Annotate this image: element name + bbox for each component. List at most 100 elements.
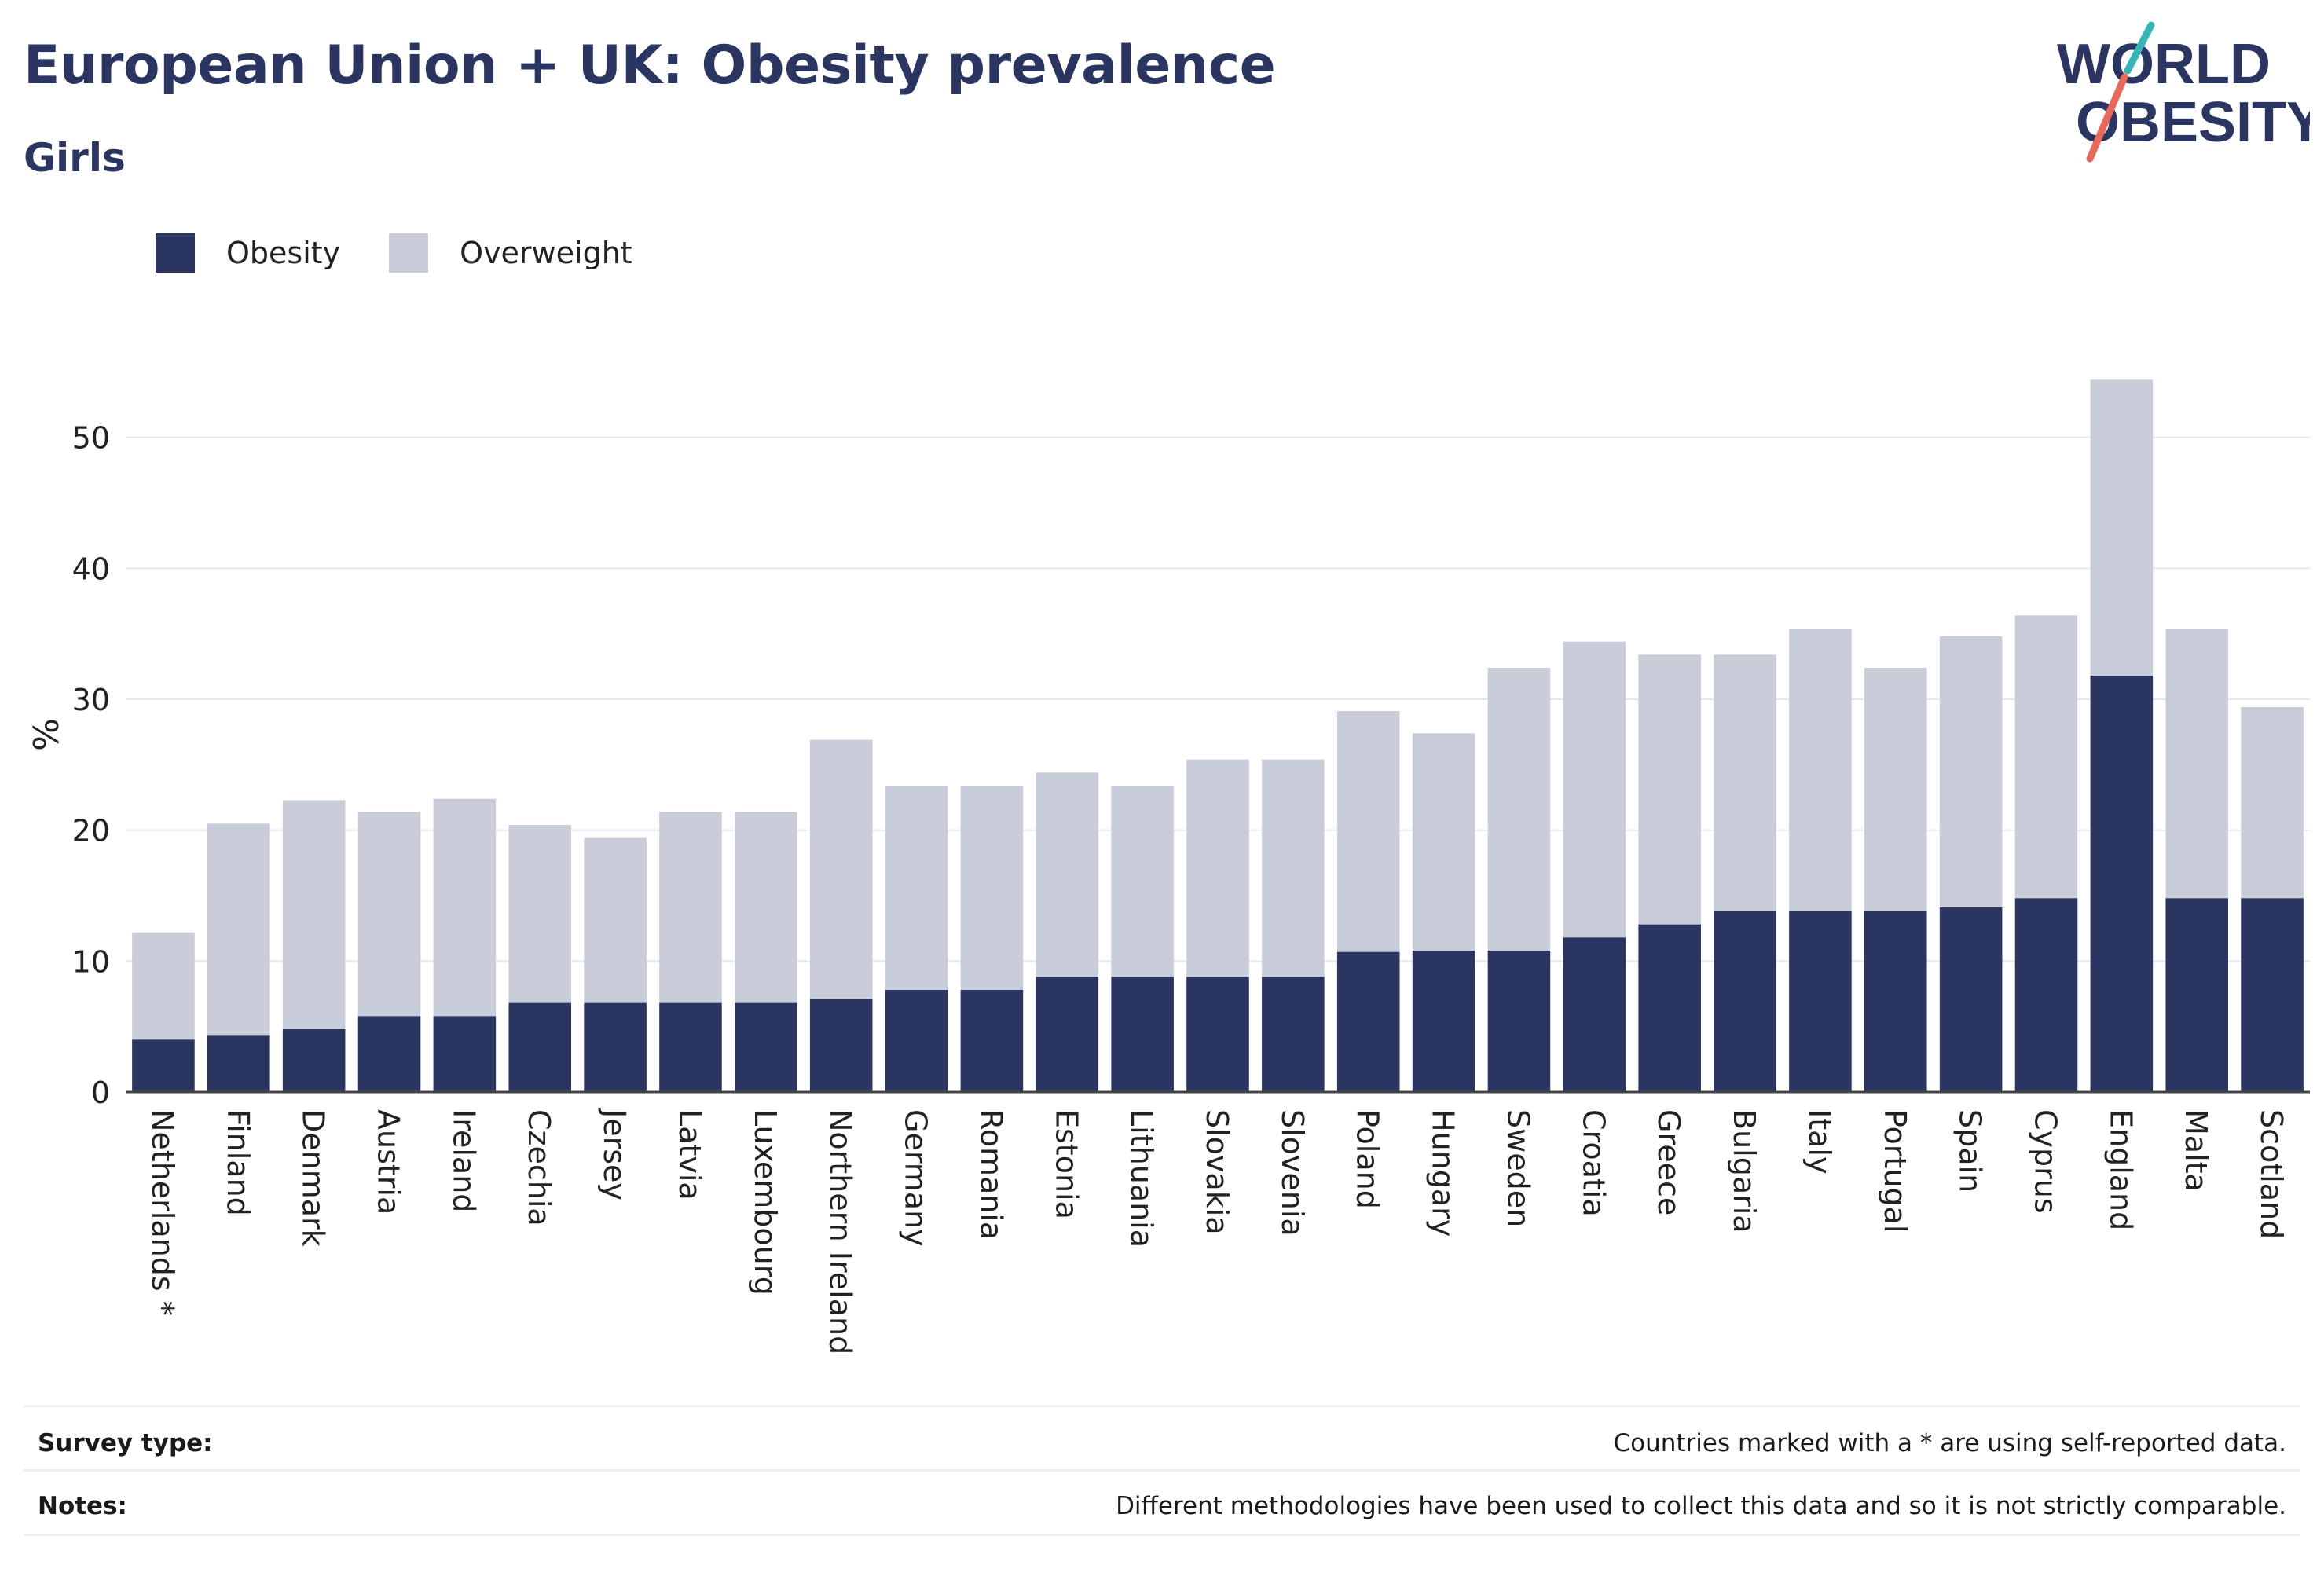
notes-label: Notes: bbox=[38, 1492, 127, 1520]
bar-overweight bbox=[2165, 629, 2228, 899]
bar-overweight bbox=[508, 825, 572, 1003]
legend-item-overweight[interactable]: Overweight bbox=[389, 233, 632, 273]
bar-overweight bbox=[1864, 668, 1927, 911]
bar-obesity bbox=[1412, 951, 1475, 1092]
bar-overweight bbox=[2090, 379, 2154, 676]
page-title: European Union + UK: Obesity prevalence bbox=[24, 35, 1276, 97]
bar-overweight bbox=[1563, 641, 1626, 938]
x-tick-label: Greece bbox=[1651, 1109, 1686, 1215]
y-tick-label: 10 bbox=[72, 944, 110, 979]
bar-overweight bbox=[960, 786, 1024, 990]
bar-obesity bbox=[960, 990, 1024, 1092]
bar-overweight bbox=[1036, 772, 1099, 977]
bar-obesity bbox=[1111, 977, 1174, 1092]
bar-overweight bbox=[735, 812, 797, 1003]
legend-label-overweight: Overweight bbox=[460, 236, 632, 270]
bar-obesity bbox=[2090, 676, 2154, 1092]
bar-overweight bbox=[885, 786, 948, 990]
x-tick-label: Hungary bbox=[1426, 1109, 1461, 1237]
bar-obesity bbox=[735, 1002, 797, 1092]
bar-overweight bbox=[1336, 711, 1400, 952]
bar-obesity bbox=[282, 1029, 346, 1092]
x-tick-label: Bulgaria bbox=[1727, 1109, 1761, 1233]
footer-divider-middle bbox=[24, 1469, 2300, 1472]
x-tick-label: Czechia bbox=[522, 1109, 556, 1226]
legend-swatch-obesity bbox=[156, 233, 195, 273]
bar-obesity bbox=[2165, 898, 2228, 1092]
bar-overweight bbox=[1638, 654, 1701, 925]
bar-overweight bbox=[584, 837, 647, 1003]
y-axis-label: % bbox=[27, 718, 67, 751]
bar-obesity bbox=[2241, 898, 2304, 1092]
bar-obesity bbox=[433, 1016, 497, 1092]
legend-swatch-overweight bbox=[389, 233, 429, 273]
bar-obesity bbox=[207, 1035, 270, 1092]
y-tick-label: 50 bbox=[72, 421, 110, 456]
footer-survey-row: Survey type: Countries marked with a * a… bbox=[24, 1424, 2300, 1463]
bar-obesity bbox=[1789, 911, 1852, 1092]
footer-notes-row: Notes: Different methodologies have been… bbox=[24, 1486, 2300, 1526]
x-tick-label: Estonia bbox=[1049, 1109, 1083, 1219]
x-tick-label: Romania bbox=[973, 1109, 1008, 1240]
bar-obesity bbox=[1336, 951, 1400, 1092]
y-tick-label: 40 bbox=[72, 552, 110, 586]
y-tick-label: 30 bbox=[72, 683, 110, 717]
bar-overweight bbox=[1186, 759, 1249, 977]
x-tick-label: Cyprus bbox=[2028, 1109, 2062, 1214]
x-tick-label: Lithuania bbox=[1124, 1109, 1159, 1248]
bar-obesity bbox=[1487, 951, 1551, 1092]
x-tick-label: Croatia bbox=[1576, 1109, 1611, 1217]
bar-obesity bbox=[1864, 911, 1927, 1092]
x-tick-label: Portugal bbox=[1878, 1109, 1912, 1233]
chart-legend: Obesity Overweight bbox=[156, 229, 681, 277]
bar-obesity bbox=[2014, 898, 2078, 1092]
x-tick-label: Slovakia bbox=[1200, 1109, 1234, 1235]
bar-obesity bbox=[1939, 907, 2003, 1092]
bar-overweight bbox=[132, 932, 195, 1040]
bar-overweight bbox=[2241, 707, 2304, 899]
x-tick-label: Germany bbox=[899, 1109, 933, 1247]
x-tick-label: Finland bbox=[221, 1109, 255, 1216]
bar-overweight bbox=[2014, 615, 2078, 899]
page-subtitle: Girls bbox=[24, 135, 126, 181]
stacked-bar-chart: 0 10 20 30 40 50% Netherlands * Finland Denmark A… bbox=[27, 379, 2310, 1354]
notes-value: Different methodologies have been used t… bbox=[1116, 1492, 2286, 1520]
bar-overweight bbox=[357, 812, 421, 1017]
bar-obesity bbox=[1714, 911, 1776, 1092]
bar-obesity bbox=[809, 999, 873, 1092]
bar-overweight bbox=[1714, 654, 1776, 911]
x-tick-label: Netherlands * bbox=[145, 1109, 180, 1316]
bar-overweight bbox=[433, 798, 497, 1017]
logo-slash-top bbox=[2124, 21, 2155, 75]
x-tick-label: Luxembourg bbox=[748, 1109, 783, 1296]
y-tick-label: 0 bbox=[91, 1076, 110, 1110]
x-tick-label: Sweden bbox=[1501, 1109, 1535, 1227]
bar-obesity bbox=[584, 1002, 647, 1092]
bar-overweight bbox=[1939, 636, 2003, 907]
x-tick-label: Ireland bbox=[446, 1109, 481, 1212]
bar-obesity bbox=[1563, 937, 1626, 1092]
legend-item-obesity[interactable]: Obesity bbox=[156, 233, 340, 273]
bar-overweight bbox=[1262, 759, 1325, 977]
bar-overweight bbox=[1111, 786, 1174, 977]
x-tick-label: Austria bbox=[372, 1109, 406, 1215]
survey-type-value: Countries marked with a * are using self… bbox=[1613, 1429, 2287, 1457]
bar-obesity bbox=[659, 1002, 722, 1092]
x-tick-label: Northern Ireland bbox=[823, 1109, 858, 1354]
bar-overweight bbox=[1412, 733, 1475, 951]
x-tick-label: Jersey bbox=[597, 1108, 632, 1200]
x-tick-label: Italy bbox=[1802, 1109, 1837, 1174]
x-tick-label: England bbox=[2103, 1109, 2138, 1230]
world-obesity-logo: WORLD OBESITY bbox=[2057, 21, 2310, 163]
survey-type-label: Survey type: bbox=[38, 1429, 213, 1457]
x-tick-label: Slovenia bbox=[1275, 1109, 1310, 1237]
x-tick-label: Malta bbox=[2179, 1109, 2213, 1192]
bar-obesity bbox=[508, 1002, 572, 1092]
bar-obesity bbox=[1638, 924, 1701, 1092]
y-tick-label: 20 bbox=[72, 814, 110, 848]
bar-overweight bbox=[1789, 629, 1852, 911]
bar-obesity bbox=[1262, 977, 1325, 1092]
bar-obesity bbox=[357, 1016, 421, 1092]
bar-overweight bbox=[809, 739, 873, 999]
bar-overweight bbox=[659, 812, 722, 1003]
